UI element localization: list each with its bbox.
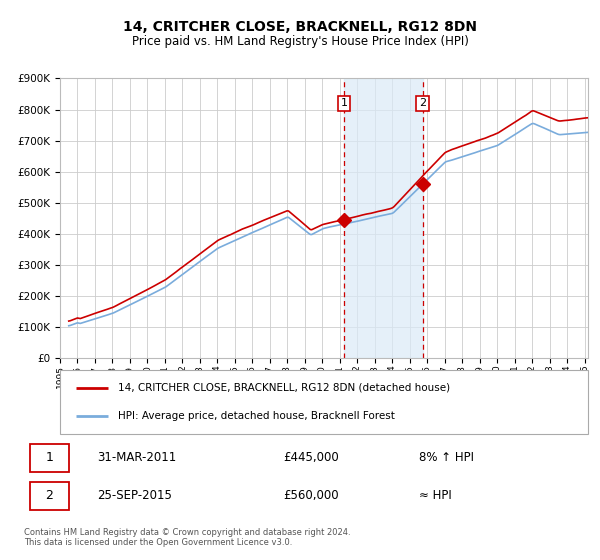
Text: £560,000: £560,000 [283,489,339,502]
Text: HPI: Average price, detached house, Bracknell Forest: HPI: Average price, detached house, Brac… [118,411,395,421]
Bar [344,78,423,358]
Text: Contains HM Land Registry data © Crown copyright and database right 2024.
This d: Contains HM Land Registry data © Crown c… [24,528,350,547]
FancyBboxPatch shape [29,482,69,510]
Text: 2: 2 [46,489,53,502]
Text: 1: 1 [46,451,53,464]
Text: 14, CRITCHER CLOSE, BRACKNELL, RG12 8DN: 14, CRITCHER CLOSE, BRACKNELL, RG12 8DN [123,20,477,34]
Text: 2: 2 [419,99,427,108]
FancyBboxPatch shape [29,444,69,472]
Text: 1: 1 [341,99,347,108]
Text: 31-MAR-2011: 31-MAR-2011 [97,451,176,464]
Text: 8% ↑ HPI: 8% ↑ HPI [419,451,474,464]
Text: ≈ HPI: ≈ HPI [419,489,452,502]
Text: Price paid vs. HM Land Registry's House Price Index (HPI): Price paid vs. HM Land Registry's House … [131,35,469,48]
Text: 25-SEP-2015: 25-SEP-2015 [97,489,172,502]
Text: £445,000: £445,000 [283,451,339,464]
Text: 14, CRITCHER CLOSE, BRACKNELL, RG12 8DN (detached house): 14, CRITCHER CLOSE, BRACKNELL, RG12 8DN … [118,382,450,393]
